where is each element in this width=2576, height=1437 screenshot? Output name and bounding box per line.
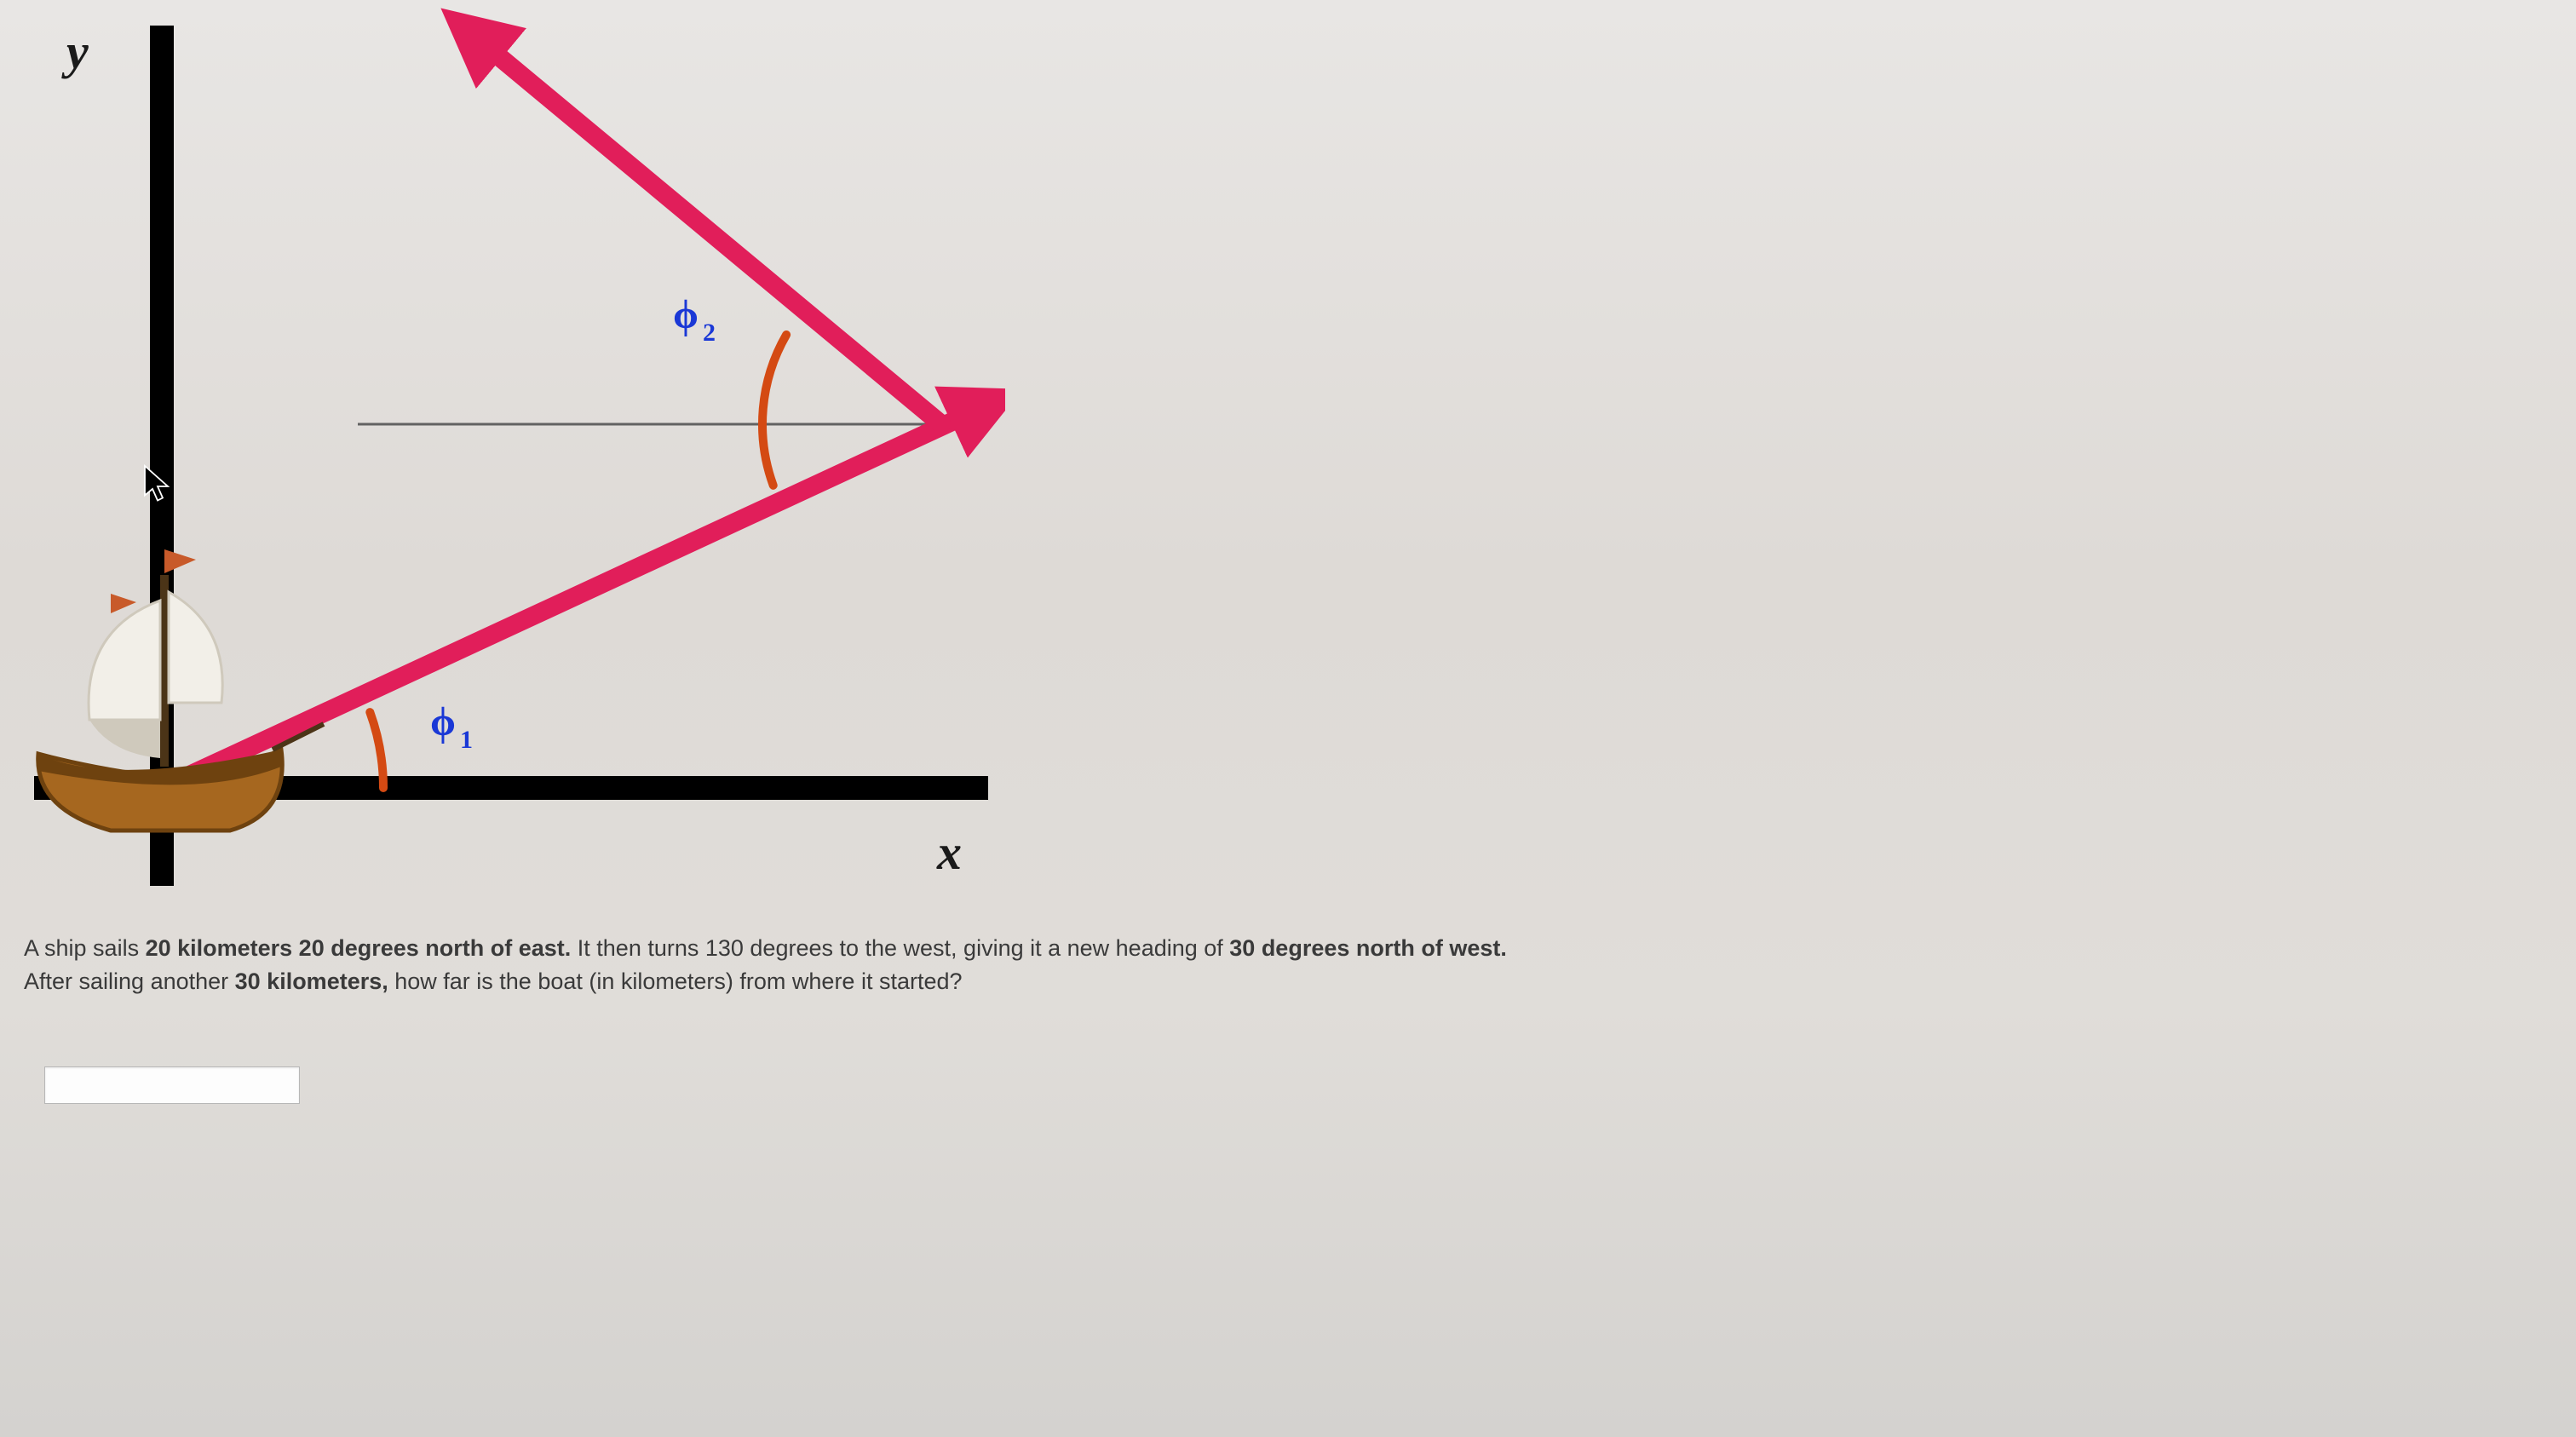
text-span: A ship sails xyxy=(24,935,146,961)
text-span: After sailing another xyxy=(24,969,235,994)
ship-icon xyxy=(38,549,324,831)
svg-text:1: 1 xyxy=(460,726,473,754)
text-span: It then turns 130 degrees to the west, g… xyxy=(571,935,1229,961)
vector-diagram: y x ϕ 1 ϕ 2 xyxy=(0,0,1005,920)
bold-span: 20 kilometers 20 degrees north of east. xyxy=(146,935,572,961)
diagram-stage: y x ϕ 1 ϕ 2 xyxy=(0,0,2576,920)
phi1-label: ϕ 1 xyxy=(430,699,473,754)
text-span: how far is the boat (in kilometers) from… xyxy=(388,969,963,994)
problem-line-2: After sailing another 30 kilometers, how… xyxy=(24,965,2552,998)
bold-span: 30 kilometers, xyxy=(235,969,388,994)
svg-text:ϕ: ϕ xyxy=(430,699,456,744)
x-axis-label: x xyxy=(936,825,962,880)
phi2-label: ϕ 2 xyxy=(673,292,716,347)
phi2-arc xyxy=(762,335,786,486)
vector-1 xyxy=(162,409,980,788)
y-axis-label: y xyxy=(61,24,89,79)
problem-line-1: A ship sails 20 kilometers 20 degrees no… xyxy=(24,932,2552,965)
svg-text:ϕ: ϕ xyxy=(673,292,699,337)
problem-text: A ship sails 20 kilometers 20 degrees no… xyxy=(0,920,2576,1138)
bold-span: 30 degrees north of west. xyxy=(1229,935,1507,961)
svg-text:2: 2 xyxy=(703,319,716,347)
vector-2 xyxy=(477,38,941,424)
answer-input[interactable] xyxy=(44,1066,300,1104)
